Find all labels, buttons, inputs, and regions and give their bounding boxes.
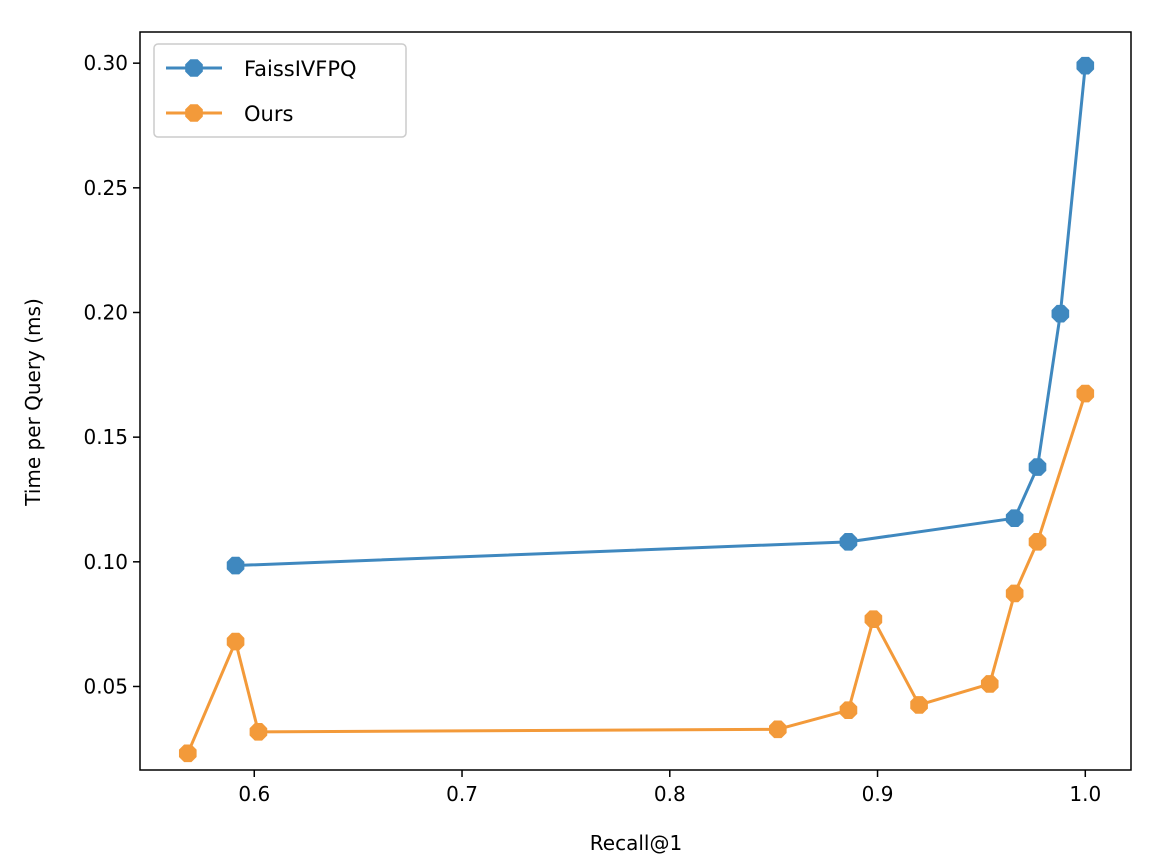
data-point — [226, 632, 245, 651]
x-tick-label: 0.6 — [238, 782, 270, 806]
y-tick-label: 0.20 — [83, 300, 128, 324]
x-tick-label: 0.9 — [862, 782, 894, 806]
data-point — [1076, 384, 1095, 403]
x-tick-label: 0.7 — [446, 782, 478, 806]
legend-marker — [185, 59, 203, 77]
data-point — [1005, 509, 1024, 527]
series-faissivfpq — [226, 56, 1095, 575]
y-tick-label: 0.30 — [83, 51, 128, 75]
data-point — [1076, 56, 1095, 75]
data-point — [249, 723, 268, 741]
y-tick-label: 0.15 — [83, 425, 128, 449]
data-point — [178, 744, 197, 763]
axes: 0.6 0.7 0.8 0.9 1.0 0.05 0.10 0.15 0.20 0.25 0.30 — [83, 31, 1132, 806]
data-point — [1051, 304, 1070, 323]
axes-frame — [139, 31, 1132, 771]
plot-area — [140, 32, 1131, 770]
series-ours — [178, 384, 1095, 763]
data-point — [1028, 533, 1047, 551]
data-point — [1005, 584, 1024, 603]
series-layer — [178, 56, 1095, 763]
data-point — [839, 701, 858, 719]
y-tick-label: 0.25 — [83, 176, 128, 200]
x-axis-label: Recall@1 — [590, 831, 682, 855]
data-point — [839, 533, 858, 551]
x-tick-label: 1.0 — [1069, 782, 1101, 806]
legend-label: Ours — [244, 102, 293, 126]
series-line — [235, 65, 1087, 568]
x-tick-label: 0.8 — [654, 782, 686, 806]
y-tick-label: 0.10 — [83, 550, 128, 574]
plot-background — [140, 32, 1131, 770]
legend-marker — [185, 104, 203, 122]
data-point — [1028, 458, 1047, 476]
legend-label: FaissIVFPQ — [244, 57, 357, 81]
legend-entry-ours: Ours — [166, 102, 293, 126]
legend: FaissIVFPQ Ours — [153, 43, 407, 138]
data-point — [980, 675, 999, 693]
y-tick-label: 0.05 — [83, 674, 128, 698]
data-point — [769, 720, 787, 739]
data-point — [226, 556, 245, 575]
y-axis-label: Time per Query (ms) — [21, 298, 45, 507]
legend-entry-faissivfpq: FaissIVFPQ — [166, 57, 357, 81]
data-point — [910, 696, 928, 714]
data-point — [864, 610, 883, 628]
